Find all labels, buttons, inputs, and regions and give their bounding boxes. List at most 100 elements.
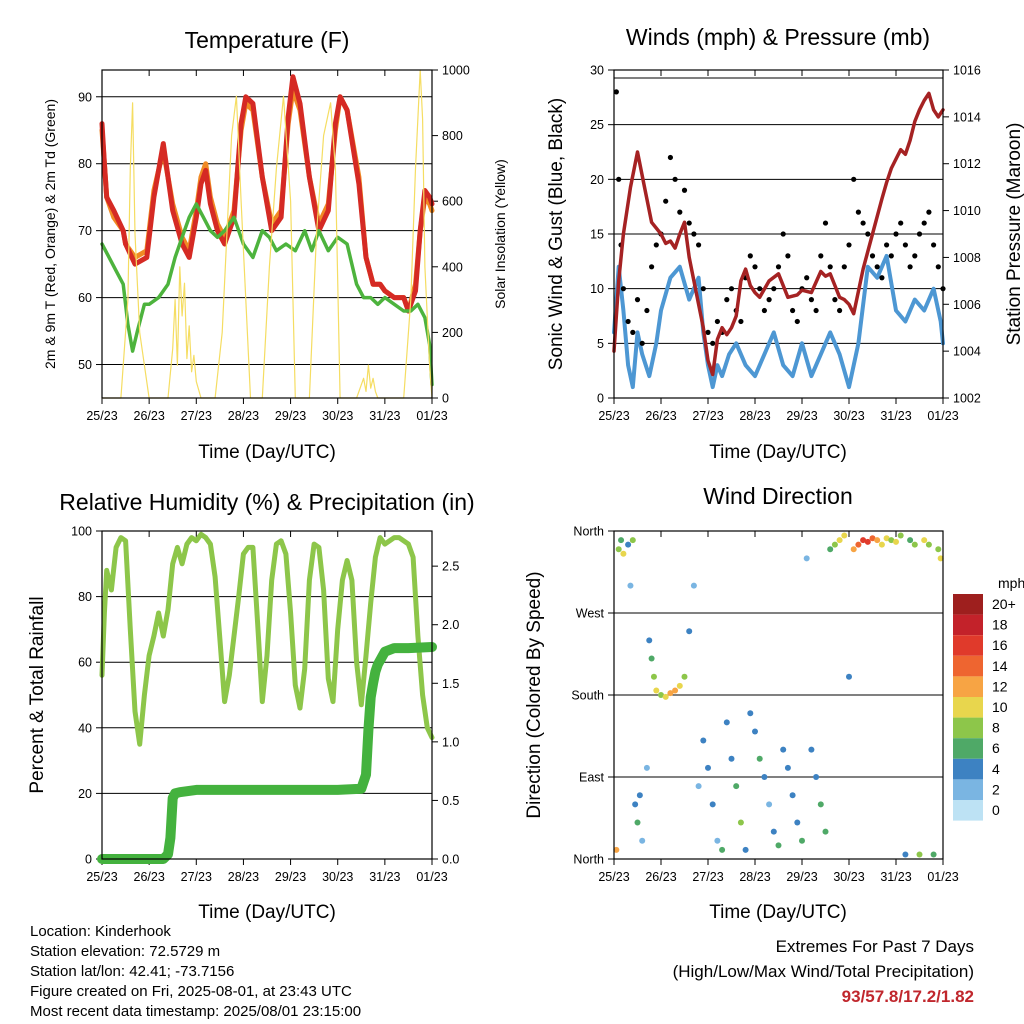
y2-tick-label: 2.0 [442, 618, 459, 632]
location-text: Location: Kinderhook [30, 923, 171, 940]
gust-point [672, 176, 678, 182]
direction-point [733, 783, 740, 790]
gust-point [808, 297, 815, 303]
chart-title: Wind Direction [703, 483, 853, 509]
direction-point [831, 541, 838, 548]
y2-tick-label: 1000 [442, 64, 470, 78]
direction-point [860, 537, 867, 544]
chart-2: Winds (mph) & Pressure (mb) Time (Day/UTC… [546, 24, 1024, 463]
direction-point [874, 537, 881, 544]
y-tick-label: South [571, 689, 604, 703]
gust-point [818, 253, 824, 259]
gust-point [841, 264, 847, 270]
chart-title: Temperature (F) [185, 27, 350, 53]
direction-point [925, 541, 932, 548]
legend-swatch [953, 676, 983, 697]
x-axis-label: Time (Day/UTC) [709, 902, 847, 923]
gust-point [681, 187, 688, 193]
gust-point [879, 275, 885, 281]
direction-point [813, 774, 820, 780]
gust-point [714, 318, 721, 325]
gust-point [686, 220, 692, 226]
direction-point [883, 535, 890, 542]
y-tick-label: 80 [78, 590, 92, 604]
legend-swatch [953, 655, 983, 677]
y2-axis-label: Station Pressure (Maroon) [1004, 123, 1024, 346]
gust-point [813, 307, 819, 314]
gust-point [921, 220, 927, 226]
gust-point [846, 242, 852, 248]
series-relative-humidity [99, 531, 435, 747]
direction-point [846, 673, 852, 680]
y2-tick-label: 0.5 [442, 794, 459, 808]
legend-swatch [953, 614, 983, 636]
gust-point [916, 231, 923, 237]
legend-label: 0 [992, 802, 1000, 818]
x-tick-label: 28/23 [739, 870, 770, 884]
gust-point [884, 242, 890, 248]
x-tick-label: 27/23 [692, 870, 723, 884]
y-tick-label: 0 [85, 853, 92, 867]
x-tick-label: 26/23 [134, 870, 165, 884]
x-tick-label: 30/23 [322, 870, 353, 884]
x-tick-label: 30/23 [833, 409, 864, 423]
direction-point [893, 538, 899, 545]
direction-point [634, 819, 641, 826]
direction-point [723, 719, 730, 726]
direction-point [615, 546, 622, 553]
direction-point [784, 764, 791, 771]
direction-point [742, 846, 749, 853]
gust-point [827, 264, 833, 270]
gust-point [644, 307, 650, 314]
direction-point [629, 537, 636, 544]
gust-point [771, 286, 777, 292]
gust-point [710, 340, 716, 346]
gust-point [869, 253, 876, 259]
direction-point [897, 532, 904, 539]
x-tick-label: 29/23 [275, 409, 306, 423]
gust-point [926, 209, 932, 215]
plot-frame [101, 530, 433, 860]
direction-point [911, 541, 918, 548]
recent-timestamp-text: Most recent data timestamp: 2025/08/01 2… [30, 1003, 362, 1020]
y-tick-label: North [573, 525, 604, 539]
y-tick-label: North [573, 853, 604, 867]
x-tick-label: 31/23 [369, 870, 400, 884]
direction-point [648, 655, 655, 662]
legend-swatch [953, 779, 983, 800]
x-axis-label: Time (Day/UTC) [709, 442, 847, 463]
direction-point [916, 851, 923, 858]
gust-point [738, 318, 744, 325]
gust-point [625, 318, 631, 325]
gust-point [634, 297, 641, 303]
y-tick-label: 60 [78, 291, 92, 305]
legend-label: 10 [992, 699, 1008, 715]
gust-point [761, 307, 768, 314]
x-tick-label: 30/23 [833, 870, 864, 884]
direction-point [653, 687, 660, 694]
series-line-1 [99, 74, 435, 314]
x-tick-label: 28/23 [228, 409, 259, 423]
legend-label: 4 [992, 761, 1000, 777]
direction-point [799, 837, 805, 844]
direction-point [869, 535, 876, 542]
gust-point [912, 253, 918, 259]
x-tick-label: 31/23 [369, 409, 400, 423]
legend-label: 6 [992, 740, 1000, 756]
gust-point [752, 264, 758, 270]
gust-point [653, 242, 659, 248]
extremes-box: Extremes For Past 7 Days (High/Low/Max W… [673, 934, 974, 1009]
chart-1: Temperature (F) Time (Day/UTC) 2m & 9m T (… [42, 27, 508, 463]
gust-point [931, 242, 937, 248]
x-tick-label: 26/23 [134, 409, 165, 423]
gust-point [893, 231, 899, 237]
direction-point [686, 628, 693, 635]
y-axis-label: Sonic Wind & Gust (Blue, Black) [546, 98, 567, 370]
legend-label: 8 [992, 720, 1000, 736]
y-tick-label: 30 [590, 64, 604, 78]
plot-frame [613, 530, 944, 860]
gust-point [728, 286, 735, 292]
legend-title: mph [998, 575, 1024, 591]
gust-point [780, 231, 786, 237]
direction-point [935, 546, 942, 553]
